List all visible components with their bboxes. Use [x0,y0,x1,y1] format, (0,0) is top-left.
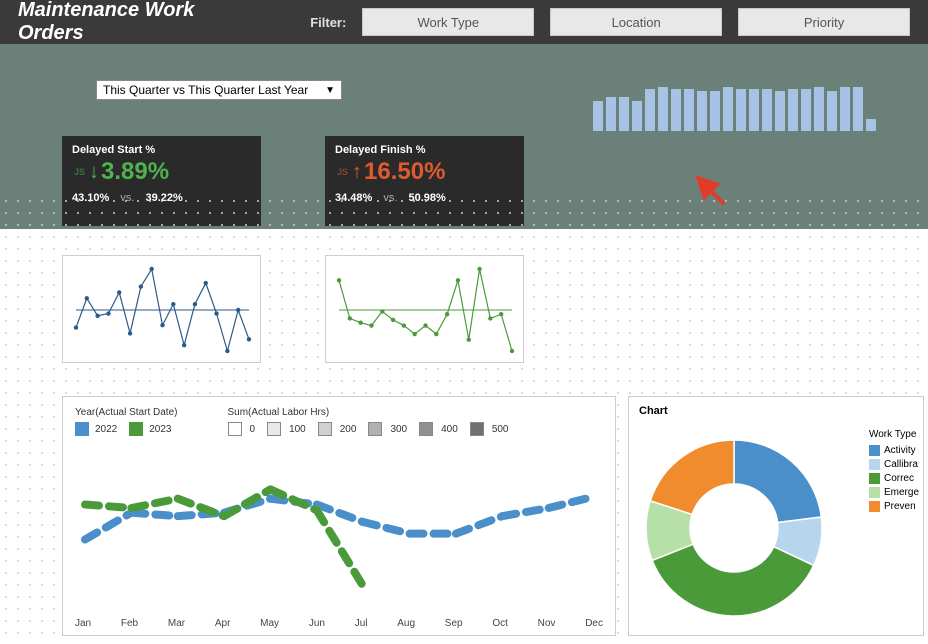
filter-work-type[interactable]: Work Type [362,8,534,36]
filter-priority[interactable]: Priority [738,8,910,36]
kpi-title: Delayed Start % [72,144,251,156]
js-icon: JS [335,167,350,177]
dropdown-value: This Quarter vs This Quarter Last Year [103,83,308,97]
arrow-up-icon: ↑ [352,161,362,184]
js-icon: JS [72,167,87,177]
labor-hours-chart: Year(Actual Start Date) 20222023 Sum(Act… [62,396,616,636]
sparkbar-chart [593,83,876,131]
page-title: Maintenance Work Orders [18,0,254,45]
pointer-arrow-icon [690,170,730,210]
legend-title: Work Type [869,429,919,440]
topbar: Maintenance Work Orders Filter: Work Typ… [0,0,928,44]
chart-title: Chart [639,405,913,417]
sparkline-delayed-start [62,255,261,363]
sparkline-delayed-finish [325,255,524,363]
period-dropdown[interactable]: This Quarter vs This Quarter Last Year ▼ [96,80,342,100]
legend-title: Year(Actual Start Date) [75,407,178,418]
chevron-down-icon: ▼ [325,85,335,96]
kpi-title: Delayed Finish % [335,144,514,156]
arrow-down-icon: ↓ [89,161,99,184]
kpi-value: JS ↓ 3.89% [72,158,251,186]
filter-label: Filter: [310,15,346,30]
kpi-value: JS ↑ 16.50% [335,158,514,186]
legend-title: Sum(Actual Labor Hrs) [228,407,515,418]
work-type-pie-chart: Chart Work Type ActivityCallibraCorrecEm… [628,396,924,636]
filter-location[interactable]: Location [550,8,722,36]
